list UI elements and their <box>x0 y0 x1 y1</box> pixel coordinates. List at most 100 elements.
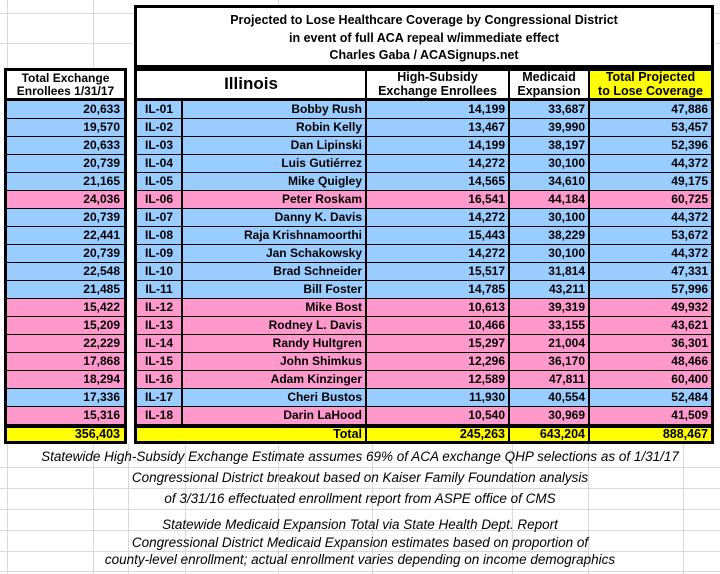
medicaid-cell: 40,554 <box>510 389 590 406</box>
medicaid-cell: 36,170 <box>510 353 590 370</box>
total-lose-cell: 44,372 <box>671 156 708 170</box>
gridline <box>372 444 373 574</box>
total-exchange-cell: 15,422 <box>7 299 124 317</box>
high-subsidy-cell: 15,297 <box>367 335 510 352</box>
district-cell: IL-18 <box>137 407 183 424</box>
gridline <box>185 444 186 574</box>
district-cell: IL-11 <box>137 281 183 298</box>
district-row: IL-11 Bill Foster 14,785 43,211 57,996 <box>137 281 711 299</box>
main-table-header-row: Illinois High-Subsidy Exchange Enrollees… <box>134 68 714 101</box>
district-row: IL-18 Darin LaHood 10,540 30,969 41,509 <box>137 407 711 425</box>
representative-cell: Adam Kinzinger <box>183 371 367 388</box>
district-cell: IL-12 <box>137 299 183 316</box>
total-projected-header-cell: Total Projected to Lose Coverage <box>590 70 711 98</box>
footnote-block-2: Statewide Medicaid Expansion Total via S… <box>0 516 720 569</box>
footnote-2-line-3: county-level enrollment; actual enrollme… <box>104 552 616 567</box>
district-row: IL-12 Mike Bost 10,613 39,319 49,932 <box>137 299 711 317</box>
high-subsidy-cell: 14,565 <box>367 173 510 190</box>
gridline <box>683 444 684 574</box>
footnote-2-line-2: Congressional District Medicaid Expansio… <box>131 534 589 550</box>
district-row: IL-07 Danny K. Davis 14,272 30,100 44,372 <box>137 209 711 227</box>
totals-medicaid-cell: 643,204 <box>510 428 590 441</box>
total-lose-cell: 44,372 <box>671 210 708 224</box>
footnote-2-line-1: Statewide Medicaid Expansion Total via S… <box>162 517 558 532</box>
high-subsidy-cell: 10,466 <box>367 317 510 334</box>
total-exchange-cell: 17,336 <box>7 389 124 407</box>
medicaid-cell: 30,969 <box>510 407 590 424</box>
total-lose-cell: 52,484 <box>671 390 708 404</box>
total-lose-cell: 60,400 <box>671 372 708 386</box>
high-subsidy-cell: 14,199 <box>367 101 510 118</box>
district-row: IL-17 Cheri Bustos 11,930 40,554 52,484 <box>137 389 711 407</box>
district-row: IL-03 Dan Lipinski 14,199 38,197 52,396 <box>137 137 711 155</box>
district-row: IL-04 Luis Gutiérrez 14,272 30,100 44,372 <box>137 155 711 173</box>
total-exchange-cell: 24,036 <box>7 191 124 209</box>
high-subsidy-cell: 12,589 <box>367 371 510 388</box>
total-lose-cell: 49,932 <box>671 300 708 314</box>
high-subsidy-cell: 10,613 <box>367 299 510 316</box>
totals-label-cell: Total <box>137 428 367 441</box>
high-subsidy-cell: 11,930 <box>367 389 510 406</box>
medicaid-cell: 38,229 <box>510 227 590 244</box>
representative-cell: Robin Kelly <box>183 119 367 136</box>
medicaid-header-cell: Medicaid Expansion <box>510 70 590 98</box>
high-subsidy-cell: 13,467 <box>367 119 510 136</box>
footnote-1-line-1: Statewide High-Subsidy Exchange Estimate… <box>41 449 679 464</box>
district-rows: IL-01 Bobby Rush 14,199 33,687 47,886 IL-02 Ro… <box>134 101 714 425</box>
total-exchange-grand-total-cell: 356,403 <box>4 425 127 444</box>
total-exchange-header-line-2: Enrollees 1/31/17 <box>16 84 115 98</box>
representative-cell: John Shimkus <box>183 353 367 370</box>
total-lose-cell: 48,466 <box>671 354 708 368</box>
medicaid-cell: 44,184 <box>510 191 590 208</box>
totals-lose-coverage-cell: 888,467 <box>662 427 708 441</box>
total-exchange-header-cell: Total Exchange Enrollees 1/31/17 <box>4 68 127 101</box>
representative-cell: Danny K. Davis <box>183 209 367 226</box>
district-row: IL-01 Bobby Rush 14,199 33,687 47,886 <box>137 101 711 119</box>
high-subsidy-cell: 15,517 <box>367 263 510 280</box>
district-cell: IL-15 <box>137 353 183 370</box>
district-row: IL-10 Brad Schneider 15,517 31,814 47,331 <box>137 263 711 281</box>
totals-row: Total 245,263 643,204 888,467 <box>134 425 714 444</box>
total-exchange-cell: 22,548 <box>7 263 124 281</box>
medicaid-cell: 38,197 <box>510 137 590 154</box>
district-row: IL-13 Rodney L. Davis 10,466 33,155 43,621 <box>137 317 711 335</box>
representative-cell: Bill Foster <box>183 281 367 298</box>
total-lose-cell: 47,331 <box>671 264 708 278</box>
medicaid-cell: 30,100 <box>510 245 590 262</box>
medicaid-header-line-2: Expansion <box>517 83 581 98</box>
total-exchange-header-line-1: Total Exchange <box>21 71 110 85</box>
high-subsidy-cell: 14,272 <box>367 209 510 226</box>
total-lose-cell: 52,396 <box>671 138 708 152</box>
footnote-block-1: Statewide High-Subsidy Exchange Estimate… <box>0 446 720 509</box>
total-exchange-cell: 19,570 <box>7 119 124 137</box>
total-lose-cell: 53,672 <box>671 228 708 242</box>
medicaid-cell: 33,687 <box>510 101 590 118</box>
high-subsidy-cell: 14,785 <box>367 281 510 298</box>
totals-high-subsidy-cell: 245,263 <box>367 428 510 441</box>
total-lose-cell: 57,996 <box>671 282 708 296</box>
representative-cell: Randy Hultgren <box>183 335 367 352</box>
footnote-1-line-3: of 3/31/16 effectuated enrollment report… <box>164 491 556 506</box>
total-exchange-cell: 20,633 <box>7 137 124 155</box>
representative-cell: Raja Krishnamoorthi <box>183 227 367 244</box>
representative-cell: Peter Roskam <box>183 191 367 208</box>
medicaid-cell: 47,811 <box>510 371 590 388</box>
total-lose-cell: 53,457 <box>671 120 708 134</box>
district-cell: IL-03 <box>137 137 183 154</box>
representative-cell: Brad Schneider <box>183 263 367 280</box>
high-subsidy-header-cell: High-Subsidy Exchange Enrollees <box>367 70 510 98</box>
total-lose-cell: 36,301 <box>671 336 708 350</box>
medicaid-cell: 30,100 <box>510 155 590 172</box>
district-cell: IL-01 <box>137 101 183 118</box>
total-exchange-cell: 22,441 <box>7 227 124 245</box>
high-subsidy-cell: 10,540 <box>367 407 510 424</box>
total-exchange-cell: 20,739 <box>7 155 124 173</box>
total-lose-cell: 49,175 <box>671 174 708 188</box>
medicaid-cell: 21,004 <box>510 335 590 352</box>
total-projected-header-line-2: to Lose Coverage <box>598 83 703 98</box>
total-lose-cell: 41,509 <box>671 408 708 422</box>
title-attribution: Charles Gaba / ACASignups.net <box>329 48 519 62</box>
total-exchange-cell: 15,316 <box>7 407 124 425</box>
representative-cell: Jan Schakowsky <box>183 245 367 262</box>
